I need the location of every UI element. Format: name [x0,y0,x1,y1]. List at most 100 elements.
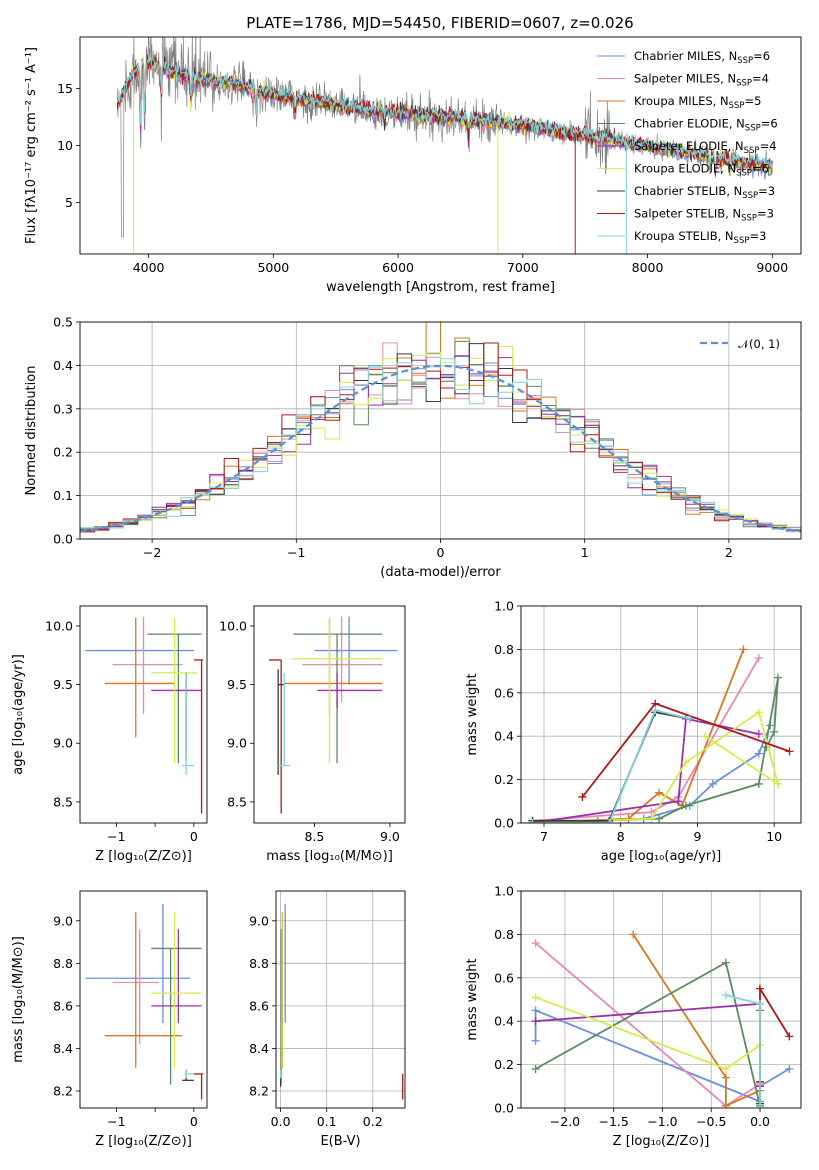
plot-area-mass-Z [85,903,204,1100]
weight-marker [785,1064,794,1073]
weight-marker [756,984,765,993]
weight-marker [647,814,656,823]
y-tick-label: 0.4 [494,1014,514,1029]
weight-line [532,710,780,823]
model-spectrum-kroupa-stelib [117,53,773,171]
x-tick-label: 0 [437,545,445,560]
x-tick-label: −1 [107,829,125,844]
weight-line [532,717,759,823]
legend-label: Salpeter ELODIE, NSSP=4 [634,139,777,156]
weight-marker [721,1064,730,1073]
y-tick-label: 9.5 [227,677,247,692]
weight-marker [629,930,638,939]
x-tick-label: 7 [540,829,548,844]
y-tick-label: 8.4 [53,1041,73,1056]
weight-line [632,933,761,1108]
weight-marker [531,1006,540,1015]
normal-curve [80,364,801,533]
weight-marker [721,1073,730,1082]
legend-label: Salpeter MILES, NSSP=4 [634,72,769,89]
weight-marker [721,958,730,967]
x-axis-label: Z [log₁₀(Z/Z⊙)] [95,1134,192,1149]
x-tick-label: −1 [287,545,305,560]
weight-marker [785,1032,794,1041]
weight-marker [721,1101,730,1108]
legend-label: Kroupa STELIB, NSSP=3 [634,229,766,246]
y-tick-label: 0.0 [494,816,514,831]
weight-marker [655,814,664,823]
x-axis-label: E(B-V) [320,1134,360,1149]
y-tick-label: 0.6 [494,970,514,985]
axes-spectrum: 4000 5000 6000 7000 8000 9000 5 10 15 wavelength … [24,36,802,295]
y-tick-label: 0.2 [494,772,514,787]
legend-label: Salpeter STELIB, NSSP=3 [634,207,774,224]
x-axis-label: Z [log₁₀(Z/Z⊙)] [613,1134,710,1149]
axes-frame [79,321,802,540]
legend-label: Chabrier MILES, NSSP=6 [634,49,770,66]
weight-marker [531,939,540,948]
y-tick-label: 0.8 [494,927,514,942]
y-tick-label: 0.3 [53,401,73,416]
x-tick-label: −1 [107,1114,125,1129]
y-tick-label: 8.8 [249,956,269,971]
axes-weight-Z: −2.0 −1.5 −1.0 −0.5 0.0 0.0 0.2 0.4 0.6 0.8 1.0 Z [… [465,884,802,1149]
y-tick-label: 10 [57,138,73,153]
y-axis-label: Flux [fλ10⁻¹⁷ erg cm⁻² s⁻¹ A⁻¹] [24,47,39,244]
plot-area-weight-Z [521,891,801,1108]
x-tick-label: 0.1 [317,1114,337,1129]
x-tick-label: 8.5 [304,829,324,844]
legend-label: Chabrier STELIB, NSSP=3 [634,184,775,201]
axes-frame [520,890,802,1109]
weight-marker [701,732,710,741]
y-tick-label: 10.0 [219,618,247,633]
x-axis-label: age [log₁₀(age/yr)] [601,849,722,864]
y-tick-label: 8.5 [227,794,247,809]
weight-marker [739,645,748,654]
axes-weight-age: 7 8 9 10 0.0 0.2 0.4 0.6 0.8 1.0 age [log₁₀(age/yr… [465,599,802,864]
x-tick-label: 1 [581,545,589,560]
x-tick-label: 7000 [507,260,539,275]
x-tick-label: 8000 [632,260,664,275]
weight-marker [681,758,690,767]
plot-area-mass-EBV [276,891,405,1108]
x-axis-label: wavelength [Angstrom, rest frame] [326,280,555,295]
x-tick-label: 5000 [257,260,289,275]
weight-marker [674,797,683,806]
histogram-chabrier-stelib [80,343,801,531]
y-tick-label: 0.5 [53,315,73,330]
y-tick-label: 0.2 [494,1057,514,1072]
figure-title: PLATE=1786, MJD=54450, FIBERID=0607, z=0… [246,14,633,32]
x-tick-label: 4000 [133,260,165,275]
weight-marker [770,727,779,736]
y-tick-label: 1.0 [494,884,514,899]
weight-marker [578,792,587,801]
weight-line [532,709,691,823]
x-tick-label: 9000 [756,260,788,275]
histogram-salpeter-stelib [80,342,801,533]
y-tick-label: 8.4 [249,1041,269,1056]
weight-marker [754,708,763,717]
axes-frame [79,890,208,1109]
axes-frame [520,605,802,824]
weight-marker [685,714,694,723]
weight-marker [773,779,782,788]
axes-frame [79,36,802,255]
weight-marker [531,1064,540,1073]
x-tick-label: 0.0 [750,1114,770,1129]
weight-marker [754,730,763,739]
y-tick-label: 0.4 [494,729,514,744]
y-tick-label: 15 [57,81,73,96]
weight-marker [528,819,537,823]
y-tick-label: 0.0 [494,1101,514,1116]
axes-frame [253,605,406,824]
y-tick-label: 9.0 [227,736,247,751]
x-tick-label: 9 [693,829,701,844]
axes-frame [275,890,406,1109]
x-tick-label: −1.0 [647,1114,677,1129]
weight-marker [754,654,763,663]
y-tick-label: 9.0 [53,913,73,928]
y-tick-label: 9.0 [53,736,73,751]
weight-marker [708,779,717,788]
